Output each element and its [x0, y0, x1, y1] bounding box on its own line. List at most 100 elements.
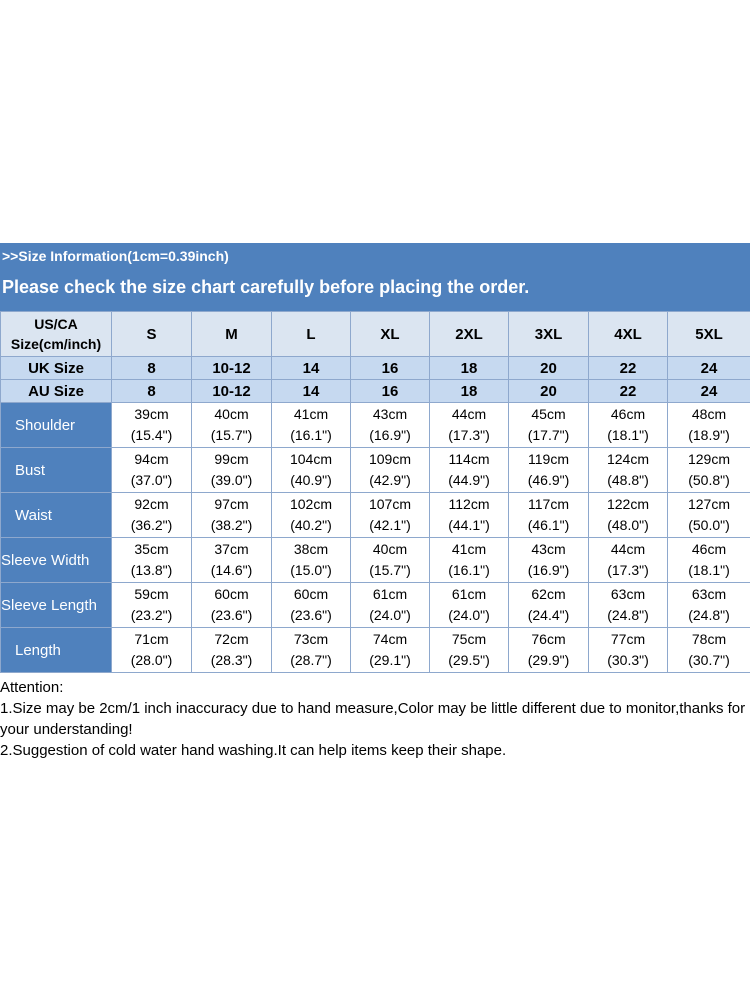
measurement-label: Sleeve Length	[0, 582, 112, 628]
measurement-label: Shoulder	[0, 402, 112, 448]
measurement-cm: 44cm	[610, 541, 646, 557]
measurement-inch: (44.1")	[448, 517, 490, 533]
measurement-cell: 59cm (23.2")	[111, 582, 192, 628]
measurement-cm: 117cm	[528, 496, 569, 512]
attention-title: Attention:	[0, 679, 64, 696]
measurement-inch: (44.9")	[448, 472, 490, 488]
uk-size-cell: 18	[429, 356, 509, 380]
measurement-inch: (18.9")	[688, 427, 730, 443]
measurement-inch: (18.1")	[607, 427, 649, 443]
uk-size-cell: 8	[111, 356, 192, 380]
measurement-cm: 78cm	[691, 631, 727, 647]
measurement-cm: 63cm	[691, 586, 727, 602]
measurement-inch: (15.7")	[210, 427, 253, 443]
measurement-row: Sleeve Length 59cm (23.2") 60cm (23.6") 60cm (…	[0, 582, 750, 628]
measurement-inch: (16.9")	[527, 562, 570, 578]
measurement-inch: (16.9")	[369, 427, 411, 443]
measurement-cm: 74cm	[372, 631, 408, 647]
measurement-cm: 44cm	[451, 406, 487, 422]
measurement-cell: 114cm (44.9")	[429, 447, 509, 493]
au-size-row: AU Size 8 10-12 14 16 18 20 22 24	[0, 379, 750, 403]
measurement-inch: (46.9")	[527, 472, 570, 488]
measurement-inch: (40.2")	[290, 517, 332, 533]
measurement-cm: 45cm	[531, 406, 566, 422]
au-size-cell: 10-12	[191, 379, 272, 403]
measurement-inch: (23.6")	[210, 607, 253, 623]
measurement-cell: 35cm (13.8")	[111, 537, 192, 583]
measurement-cell: 117cm (46.1")	[508, 492, 589, 538]
measurement-cell: 43cm (16.9")	[350, 402, 430, 448]
measurement-inch: (42.9")	[369, 472, 411, 488]
measurement-cm: 72cm	[214, 631, 249, 647]
measurement-cell: 75cm (29.5")	[429, 627, 509, 673]
measurement-cell: 99cm (39.0")	[191, 447, 272, 493]
table-header-row: US/CA Size(cm/inch) S M L XL 2XL 3XL 4XL…	[0, 311, 750, 357]
measurement-inch: (17.3")	[607, 562, 649, 578]
measurement-inch: (28.3")	[210, 652, 253, 668]
measurement-inch: (17.7")	[527, 427, 570, 443]
measurement-label: Waist	[0, 492, 112, 538]
measurement-cm: 122cm	[606, 496, 650, 512]
measurement-cm: 59cm	[134, 586, 169, 602]
measurement-inch: (24.0")	[448, 607, 490, 623]
measurement-cell: 45cm (17.7")	[508, 402, 589, 448]
measurement-cell: 94cm (37.0")	[111, 447, 192, 493]
au-size-cell: 22	[588, 379, 668, 403]
measurement-cm: 39cm	[134, 406, 169, 422]
measurement-cell: 41cm (16.1")	[271, 402, 351, 448]
measurement-row: Waist 92cm (36.2") 97cm (38.2") 102cm (40.2") 1…	[0, 492, 750, 538]
measurement-cm: 112cm	[448, 496, 490, 512]
uk-size-cell: 10-12	[191, 356, 272, 380]
size-header-cell: 3XL	[508, 311, 589, 357]
measurement-cell: 73cm (28.7")	[271, 627, 351, 673]
measurement-cm: 127cm	[687, 496, 731, 512]
measurement-cm: 62cm	[531, 586, 566, 602]
measurement-cm: 109cm	[368, 451, 412, 467]
measurement-inch: (28.7")	[290, 652, 332, 668]
measurement-cell: 77cm (30.3")	[588, 627, 668, 673]
measurement-inch: (40.9")	[290, 472, 332, 488]
uk-size-cell: 24	[667, 356, 750, 380]
measurement-cm: 63cm	[610, 586, 646, 602]
measurement-inch: (39.0")	[210, 472, 253, 488]
attention-note-2: 2.Suggestion of cold water hand washing.…	[0, 742, 507, 759]
measurement-inch: (29.9")	[527, 652, 570, 668]
au-size-cell: 8	[111, 379, 192, 403]
size-header-cell: S	[111, 311, 192, 357]
measurement-cm: 40cm	[372, 541, 408, 557]
measurement-inch: (24.4")	[527, 607, 570, 623]
us-size-label: US/CA	[34, 316, 78, 332]
measurement-cell: 40cm (15.7")	[191, 402, 272, 448]
au-size-cell: 24	[667, 379, 750, 403]
measurement-inch: (30.7")	[688, 652, 730, 668]
size-unit-label: Size(cm/inch)	[10, 336, 102, 352]
measurement-cm: 104cm	[289, 451, 333, 467]
measurement-cm: 76cm	[531, 631, 566, 647]
measurement-cm: 60cm	[293, 586, 329, 602]
measurement-cell: 39cm (15.4")	[111, 402, 192, 448]
measurement-cell: 104cm (40.9")	[271, 447, 351, 493]
measurement-cm: 129cm	[687, 451, 731, 467]
uk-size-cell: 16	[350, 356, 430, 380]
measurement-row: Sleeve Width 35cm (13.8") 37cm (14.6") 38cm (1…	[0, 537, 750, 583]
measurement-cm: 77cm	[610, 631, 646, 647]
uk-size-cell: 14	[271, 356, 351, 380]
measurement-cell: 37cm (14.6")	[191, 537, 272, 583]
size-header-cell: 5XL	[667, 311, 750, 357]
measurement-cell: 44cm (17.3")	[588, 537, 668, 583]
measurement-cm: 99cm	[214, 451, 249, 467]
measurement-cm: 43cm	[531, 541, 566, 557]
measurement-cell: 38cm (15.0")	[271, 537, 351, 583]
measurement-label: Length	[0, 627, 112, 673]
measurement-cell: 62cm (24.4")	[508, 582, 589, 628]
measurement-cm: 124cm	[606, 451, 650, 467]
measurement-cm: 43cm	[372, 406, 408, 422]
measurement-inch: (24.8")	[688, 607, 730, 623]
measurement-cell: 40cm (15.7")	[350, 537, 430, 583]
measurement-cell: 48cm (18.9")	[667, 402, 750, 448]
measurement-inch: (23.2")	[130, 607, 173, 623]
measurement-cell: 97cm (38.2")	[191, 492, 272, 538]
measurement-inch: (18.1")	[688, 562, 730, 578]
measurement-inch: (13.8")	[130, 562, 173, 578]
measurement-inch: (50.0")	[688, 517, 730, 533]
